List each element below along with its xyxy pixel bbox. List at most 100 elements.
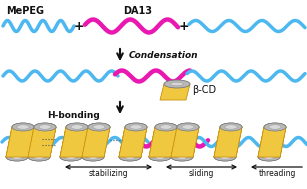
Ellipse shape [34,123,56,131]
Ellipse shape [155,123,177,131]
Polygon shape [163,127,177,157]
Ellipse shape [220,123,242,131]
Polygon shape [160,84,190,100]
Polygon shape [28,127,42,157]
Polygon shape [149,127,163,157]
Ellipse shape [160,125,172,129]
Polygon shape [20,127,34,157]
Ellipse shape [11,155,23,159]
Polygon shape [171,127,185,157]
Polygon shape [6,127,34,157]
Polygon shape [171,127,199,157]
Ellipse shape [154,155,166,159]
Ellipse shape [93,125,105,129]
Ellipse shape [82,153,104,161]
Ellipse shape [66,123,88,131]
Ellipse shape [65,155,77,159]
Ellipse shape [71,125,83,129]
Polygon shape [228,127,242,157]
Ellipse shape [263,155,275,159]
Ellipse shape [88,123,110,131]
Polygon shape [60,127,88,157]
Ellipse shape [87,155,99,159]
Polygon shape [149,127,177,157]
Polygon shape [42,127,56,157]
Ellipse shape [88,123,110,131]
Ellipse shape [182,125,194,129]
Ellipse shape [264,123,286,131]
Ellipse shape [258,153,280,161]
Ellipse shape [87,155,99,159]
Polygon shape [258,127,272,157]
Ellipse shape [149,153,171,161]
Polygon shape [6,127,20,157]
Polygon shape [214,127,228,157]
Polygon shape [258,127,272,157]
Polygon shape [171,127,185,157]
Polygon shape [28,127,42,157]
Polygon shape [28,127,56,157]
Ellipse shape [17,125,29,129]
Text: +: + [179,19,189,33]
Ellipse shape [71,125,83,129]
Polygon shape [82,127,96,157]
Ellipse shape [214,153,236,161]
Ellipse shape [219,155,231,159]
Ellipse shape [225,125,237,129]
Ellipse shape [119,153,141,161]
Ellipse shape [12,123,34,131]
Ellipse shape [154,155,166,159]
Polygon shape [149,127,163,157]
Polygon shape [185,127,199,157]
Ellipse shape [177,123,199,131]
Ellipse shape [125,123,147,131]
Polygon shape [60,127,74,157]
Ellipse shape [176,155,188,159]
Polygon shape [133,127,147,157]
Ellipse shape [60,153,82,161]
Ellipse shape [171,153,193,161]
Ellipse shape [12,123,34,131]
Ellipse shape [17,125,29,129]
Polygon shape [214,127,242,157]
Ellipse shape [269,125,281,129]
Ellipse shape [171,153,193,161]
Ellipse shape [125,123,147,131]
Ellipse shape [6,153,28,161]
Polygon shape [6,127,34,157]
Text: +: + [74,19,84,33]
Text: H-bonding: H-bonding [47,112,99,121]
Ellipse shape [6,153,28,161]
Polygon shape [133,127,147,157]
Polygon shape [60,127,88,157]
Ellipse shape [124,155,136,159]
Text: Condensation: Condensation [129,50,199,60]
Ellipse shape [214,153,236,161]
Ellipse shape [160,125,172,129]
Polygon shape [171,127,199,157]
Ellipse shape [33,155,45,159]
Ellipse shape [269,125,281,129]
Ellipse shape [39,125,51,129]
Text: MePEG: MePEG [6,6,44,16]
Ellipse shape [119,153,141,161]
Ellipse shape [33,155,45,159]
Ellipse shape [93,125,105,129]
Text: β-CD: β-CD [192,85,216,95]
Ellipse shape [39,125,51,129]
Ellipse shape [34,123,56,131]
Polygon shape [28,127,56,157]
Polygon shape [119,127,133,157]
Text: stabilizing: stabilizing [88,169,128,177]
Polygon shape [272,127,286,157]
Ellipse shape [28,153,50,161]
Ellipse shape [258,153,280,161]
Polygon shape [82,127,110,157]
Text: sliding: sliding [188,169,214,177]
Polygon shape [74,127,88,157]
Ellipse shape [264,123,286,131]
Ellipse shape [149,153,171,161]
Polygon shape [42,127,56,157]
Ellipse shape [130,125,142,129]
Polygon shape [119,127,133,157]
